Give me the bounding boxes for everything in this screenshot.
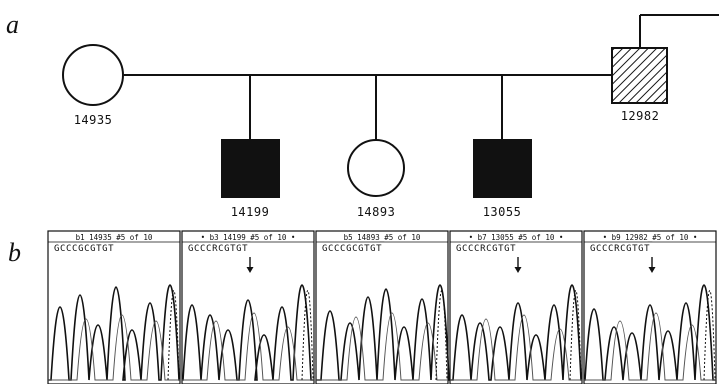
trace-curve-dotted (301, 290, 314, 381)
trace-curve-secondary (48, 314, 180, 381)
trace-panel: • b9 12982_#5 of 10 • GCCCRCGTGT (583, 230, 717, 384)
trace-curve (182, 284, 314, 381)
individual-14199-label: 14199 (231, 205, 270, 219)
trace-curve-secondary (316, 312, 448, 381)
trace-sequence: GCCCRCGTGT (456, 244, 516, 254)
trace-title: • b3 14199_#5 of 10 • (201, 233, 296, 242)
trace-curve-secondary (450, 314, 582, 381)
trace-title: • b9 12982_#5 of 10 • (603, 233, 698, 242)
individual-14935-symbol (62, 44, 124, 106)
trace-curve-dotted (167, 290, 180, 381)
individual-14199-symbol (221, 139, 280, 198)
trace-curve-secondary (584, 312, 716, 381)
panel-label-b: b (8, 238, 21, 267)
trace-curve (316, 284, 450, 381)
trace-sequence: GCCCRCGTGT (188, 244, 248, 254)
pedigree-lines (124, 14, 719, 140)
mutation-arrow-icon (514, 257, 522, 273)
individual-14893-label: 14893 (357, 205, 396, 219)
trace-frame (181, 230, 315, 384)
trace-curve (584, 284, 716, 381)
individual-14893-symbol (347, 139, 405, 197)
trace-curve (450, 284, 582, 381)
sequencing-traces: b1 14935_#5 of 10 GCCCGCGTGT • b3 14199_#5… (47, 230, 717, 384)
trace-title: b5 14893_#5 of 10 (344, 233, 421, 242)
trace-curve-dotted (703, 290, 716, 381)
trace-curve-dotted (569, 290, 582, 381)
trace-title: b1 14935_#5 of 10 (76, 233, 153, 242)
trace-sequence: GCCCRCGTGT (590, 244, 650, 254)
trace-title: • b7 13055_#5 of 10 • (469, 233, 564, 242)
trace-panel: b1 14935_#5 of 10 GCCCGCGTGT (47, 230, 181, 384)
individual-13055-symbol (473, 139, 532, 198)
trace-sequence: GCCCGCGTGT (54, 244, 114, 254)
trace-panel: b5 14893_#5 of 10 GCCCGCGTGT (315, 230, 450, 384)
individual-12982-symbol (611, 47, 668, 104)
trace-curve-dotted (435, 290, 448, 381)
mutation-arrow-icon (648, 257, 656, 273)
panel-label-a: a (6, 10, 19, 39)
individual-13055-label: 13055 (483, 205, 522, 219)
mutation-arrow-icon (246, 257, 254, 273)
individual-14935-label: 14935 (74, 113, 113, 127)
trace-panel: • b7 13055_#5 of 10 • GCCCRCGTGT (449, 230, 583, 384)
trace-sequence: GCCCGCGTGT (322, 244, 382, 254)
trace-panel: • b3 14199_#5 of 10 • GCCCRCGTGT (181, 230, 315, 384)
trace-curve-secondary (182, 312, 314, 381)
individual-12982-label: 12982 (621, 109, 660, 123)
trace-curve (48, 284, 180, 381)
